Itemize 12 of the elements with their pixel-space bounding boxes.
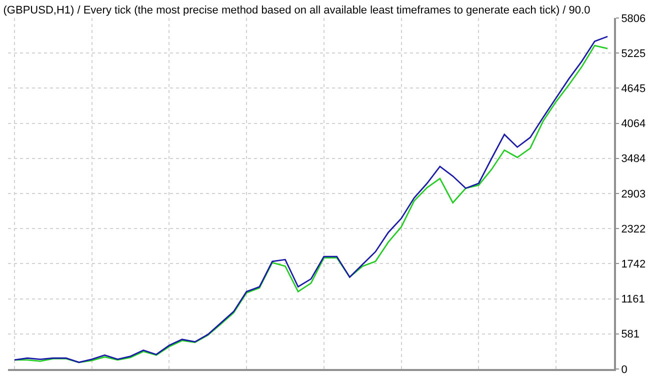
y-tick-label: 1161 (621, 294, 645, 306)
y-tick-label: 3484 (621, 153, 646, 166)
y-tick-label: 2903 (621, 188, 646, 200)
y-tick-label: 1742 (621, 258, 646, 271)
y-tick-label: 581 (621, 328, 640, 341)
y-tick-label: 0 (621, 364, 628, 376)
y-tick-label: 5225 (621, 48, 646, 60)
y-tick-label: 5806 (621, 12, 646, 25)
chart-title: (GBPUSD,H1) / Every tick (the most precise method based on all available least timeframes to generate each tick) / 90.0 (3, 4, 590, 16)
y-tick-label: 4645 (621, 83, 646, 96)
y-tick-label: 4064 (621, 118, 646, 130)
y-tick-label: 2322 (621, 223, 646, 236)
